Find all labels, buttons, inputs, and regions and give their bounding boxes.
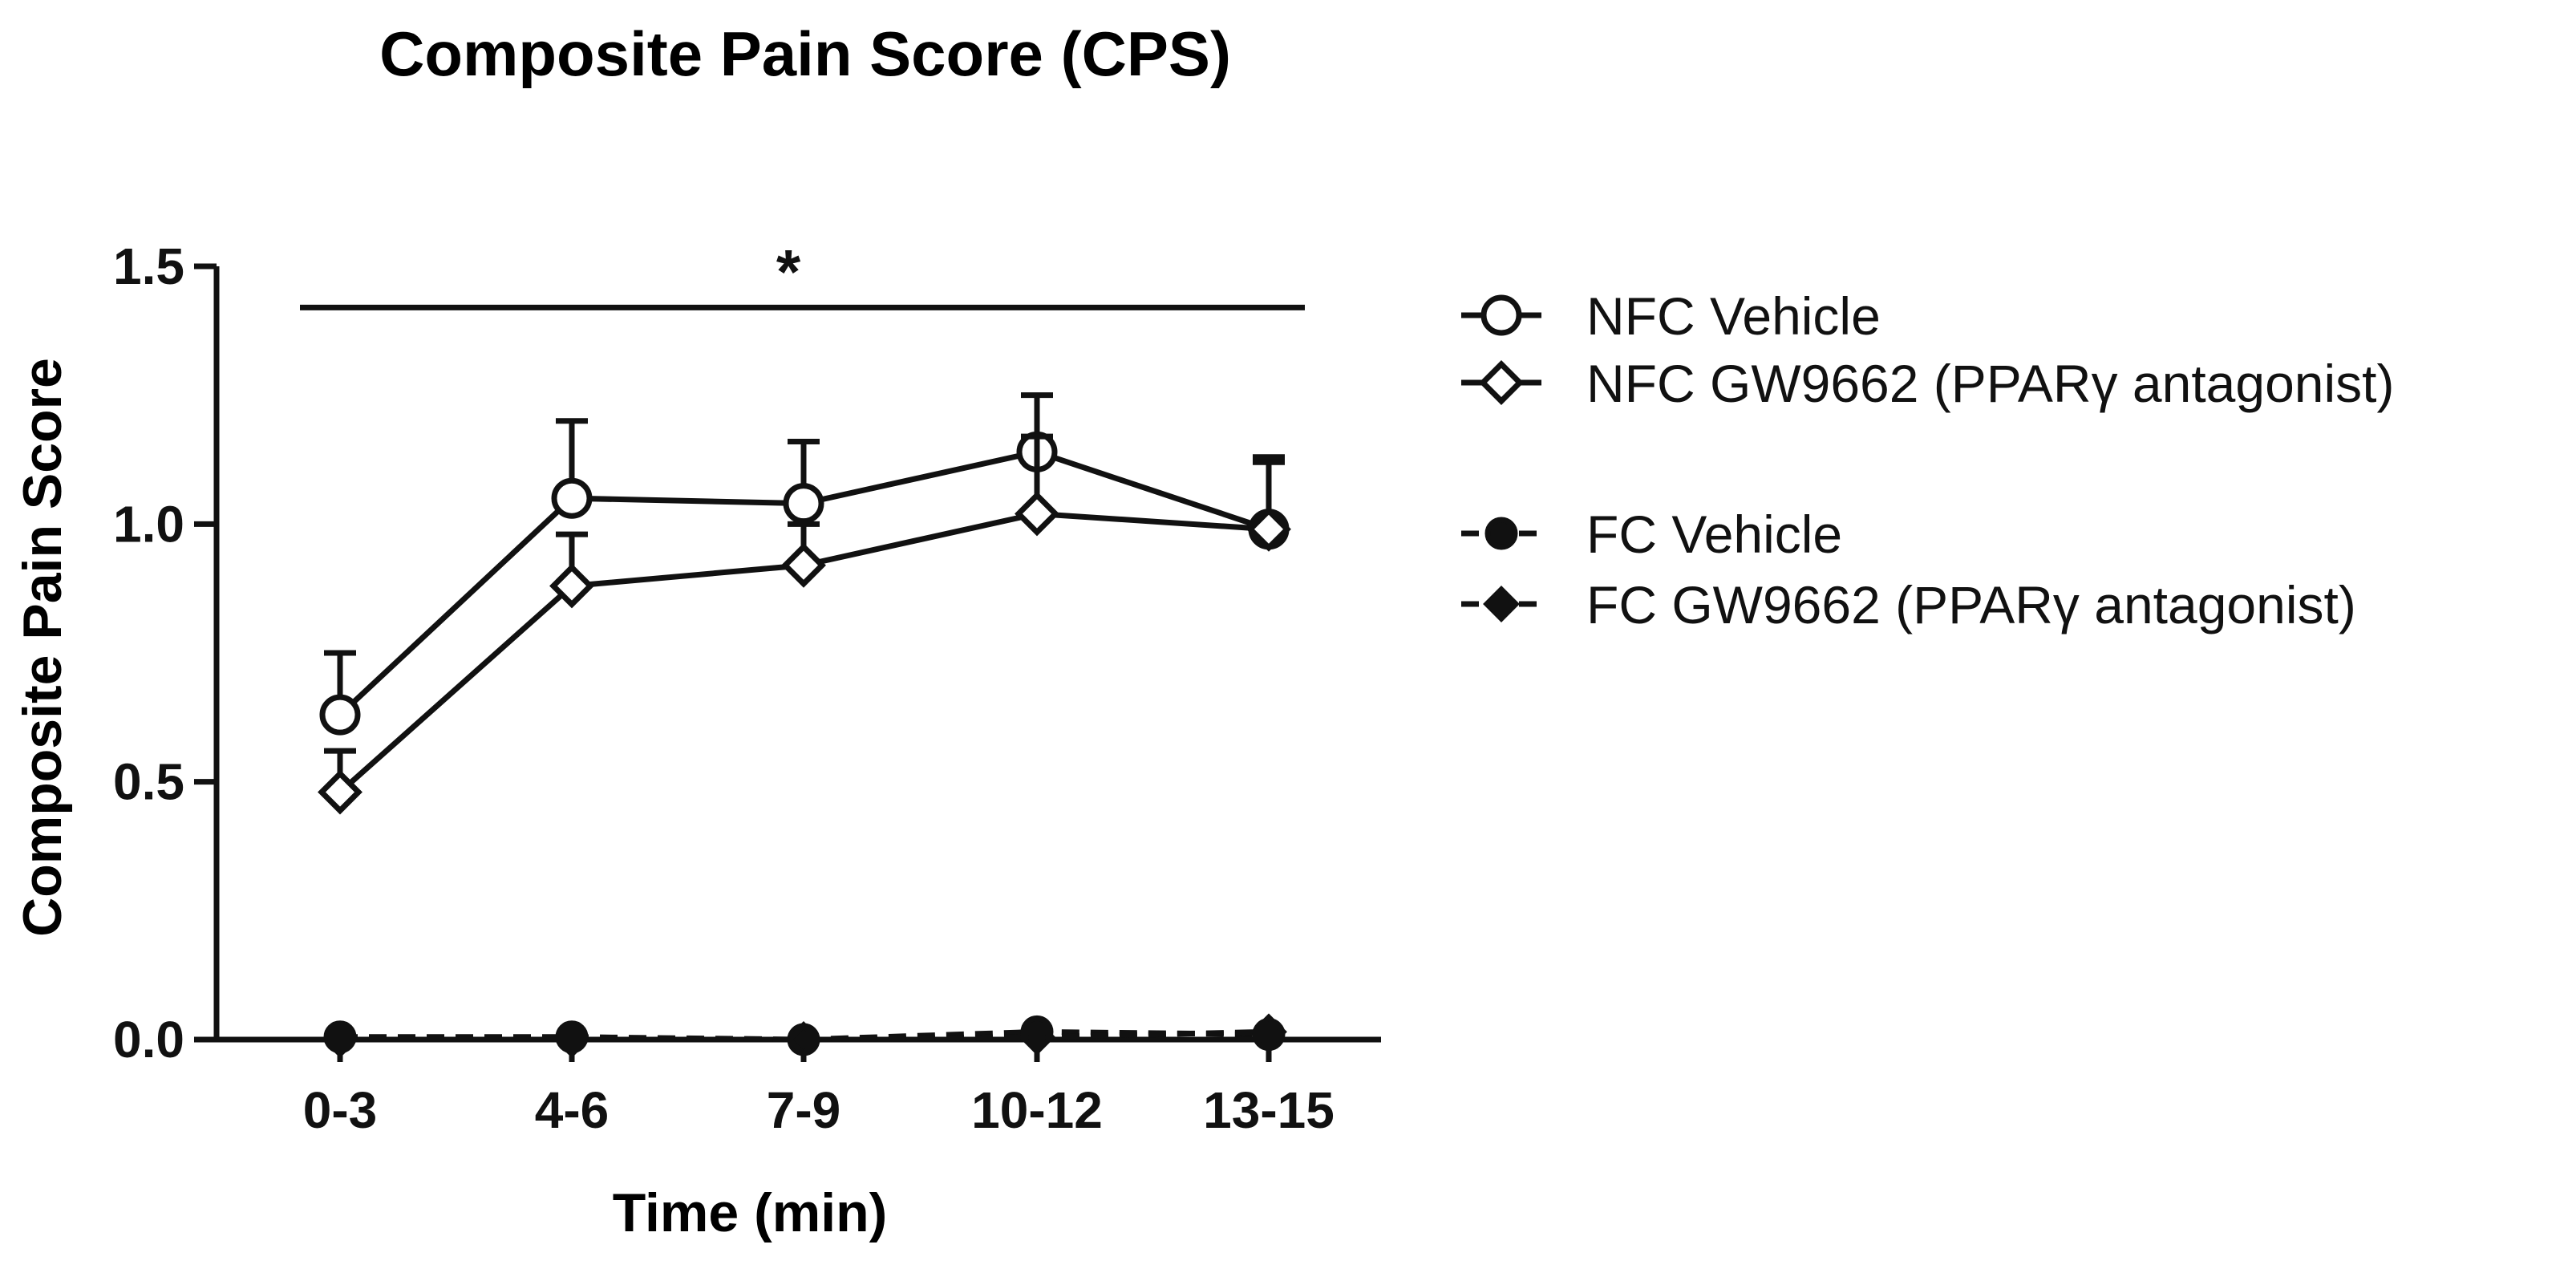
data-point xyxy=(1246,506,1291,552)
data-point xyxy=(781,542,826,588)
plot-area: 0.0 0.5 1.0 1.5 0-3 4-6 7-9 10-12 13-15 * xyxy=(113,236,1381,1139)
y-axis-label: Composite Pain Score xyxy=(12,358,73,937)
series-2 xyxy=(318,433,1291,815)
x-tick-label: 0-3 xyxy=(303,1081,378,1139)
legend-item-1: NFC Vehicle xyxy=(1461,286,1881,346)
x-tick-label: 10-12 xyxy=(971,1081,1103,1139)
series-4 xyxy=(322,1013,1287,1058)
x-tick-label: 7-9 xyxy=(767,1081,841,1139)
x-axis-label: Time (min) xyxy=(613,1182,888,1243)
data-point xyxy=(549,563,594,609)
data-point xyxy=(783,483,824,525)
data-point xyxy=(553,1021,590,1058)
data-point xyxy=(1015,491,1059,537)
data-point xyxy=(322,1021,358,1058)
legend-marker xyxy=(1483,586,1520,622)
data-point xyxy=(318,769,363,815)
legend-item-3: FC Vehicle xyxy=(1461,505,1842,564)
legend-item-2: NFC GW9662 (PPARγ antagonist) xyxy=(1461,354,2394,413)
legend-marker xyxy=(1480,294,1522,336)
y-tick-label: 1.0 xyxy=(113,495,184,553)
data-point xyxy=(1019,1018,1055,1056)
x-tick-label: 4-6 xyxy=(535,1081,610,1139)
x-tick-label: 13-15 xyxy=(1203,1081,1335,1139)
data-point xyxy=(319,694,361,736)
legend: NFC Vehicle NFC GW9662 (PPARγ antagonist)… xyxy=(1461,286,2394,634)
legend-label: NFC GW9662 (PPARγ antagonist) xyxy=(1586,354,2394,413)
data-point xyxy=(1250,1013,1287,1051)
y-tick-label: 1.5 xyxy=(113,237,184,295)
legend-label: FC Vehicle xyxy=(1586,505,1842,564)
legend-label: FC GW9662 (PPARγ antagonist) xyxy=(1586,575,2356,634)
data-point xyxy=(551,477,593,519)
significance-label: * xyxy=(776,236,801,306)
y-tick-label: 0.5 xyxy=(113,753,184,811)
legend-marker xyxy=(1484,517,1518,550)
y-tick-label: 0.0 xyxy=(113,1011,184,1068)
legend-label: NFC Vehicle xyxy=(1586,286,1881,346)
chart-title: Composite Pain Score (CPS) xyxy=(379,18,1231,89)
legend-marker xyxy=(1479,360,1524,405)
legend-item-4: FC GW9662 (PPARγ antagonist) xyxy=(1461,575,2356,634)
data-point xyxy=(785,1021,822,1058)
